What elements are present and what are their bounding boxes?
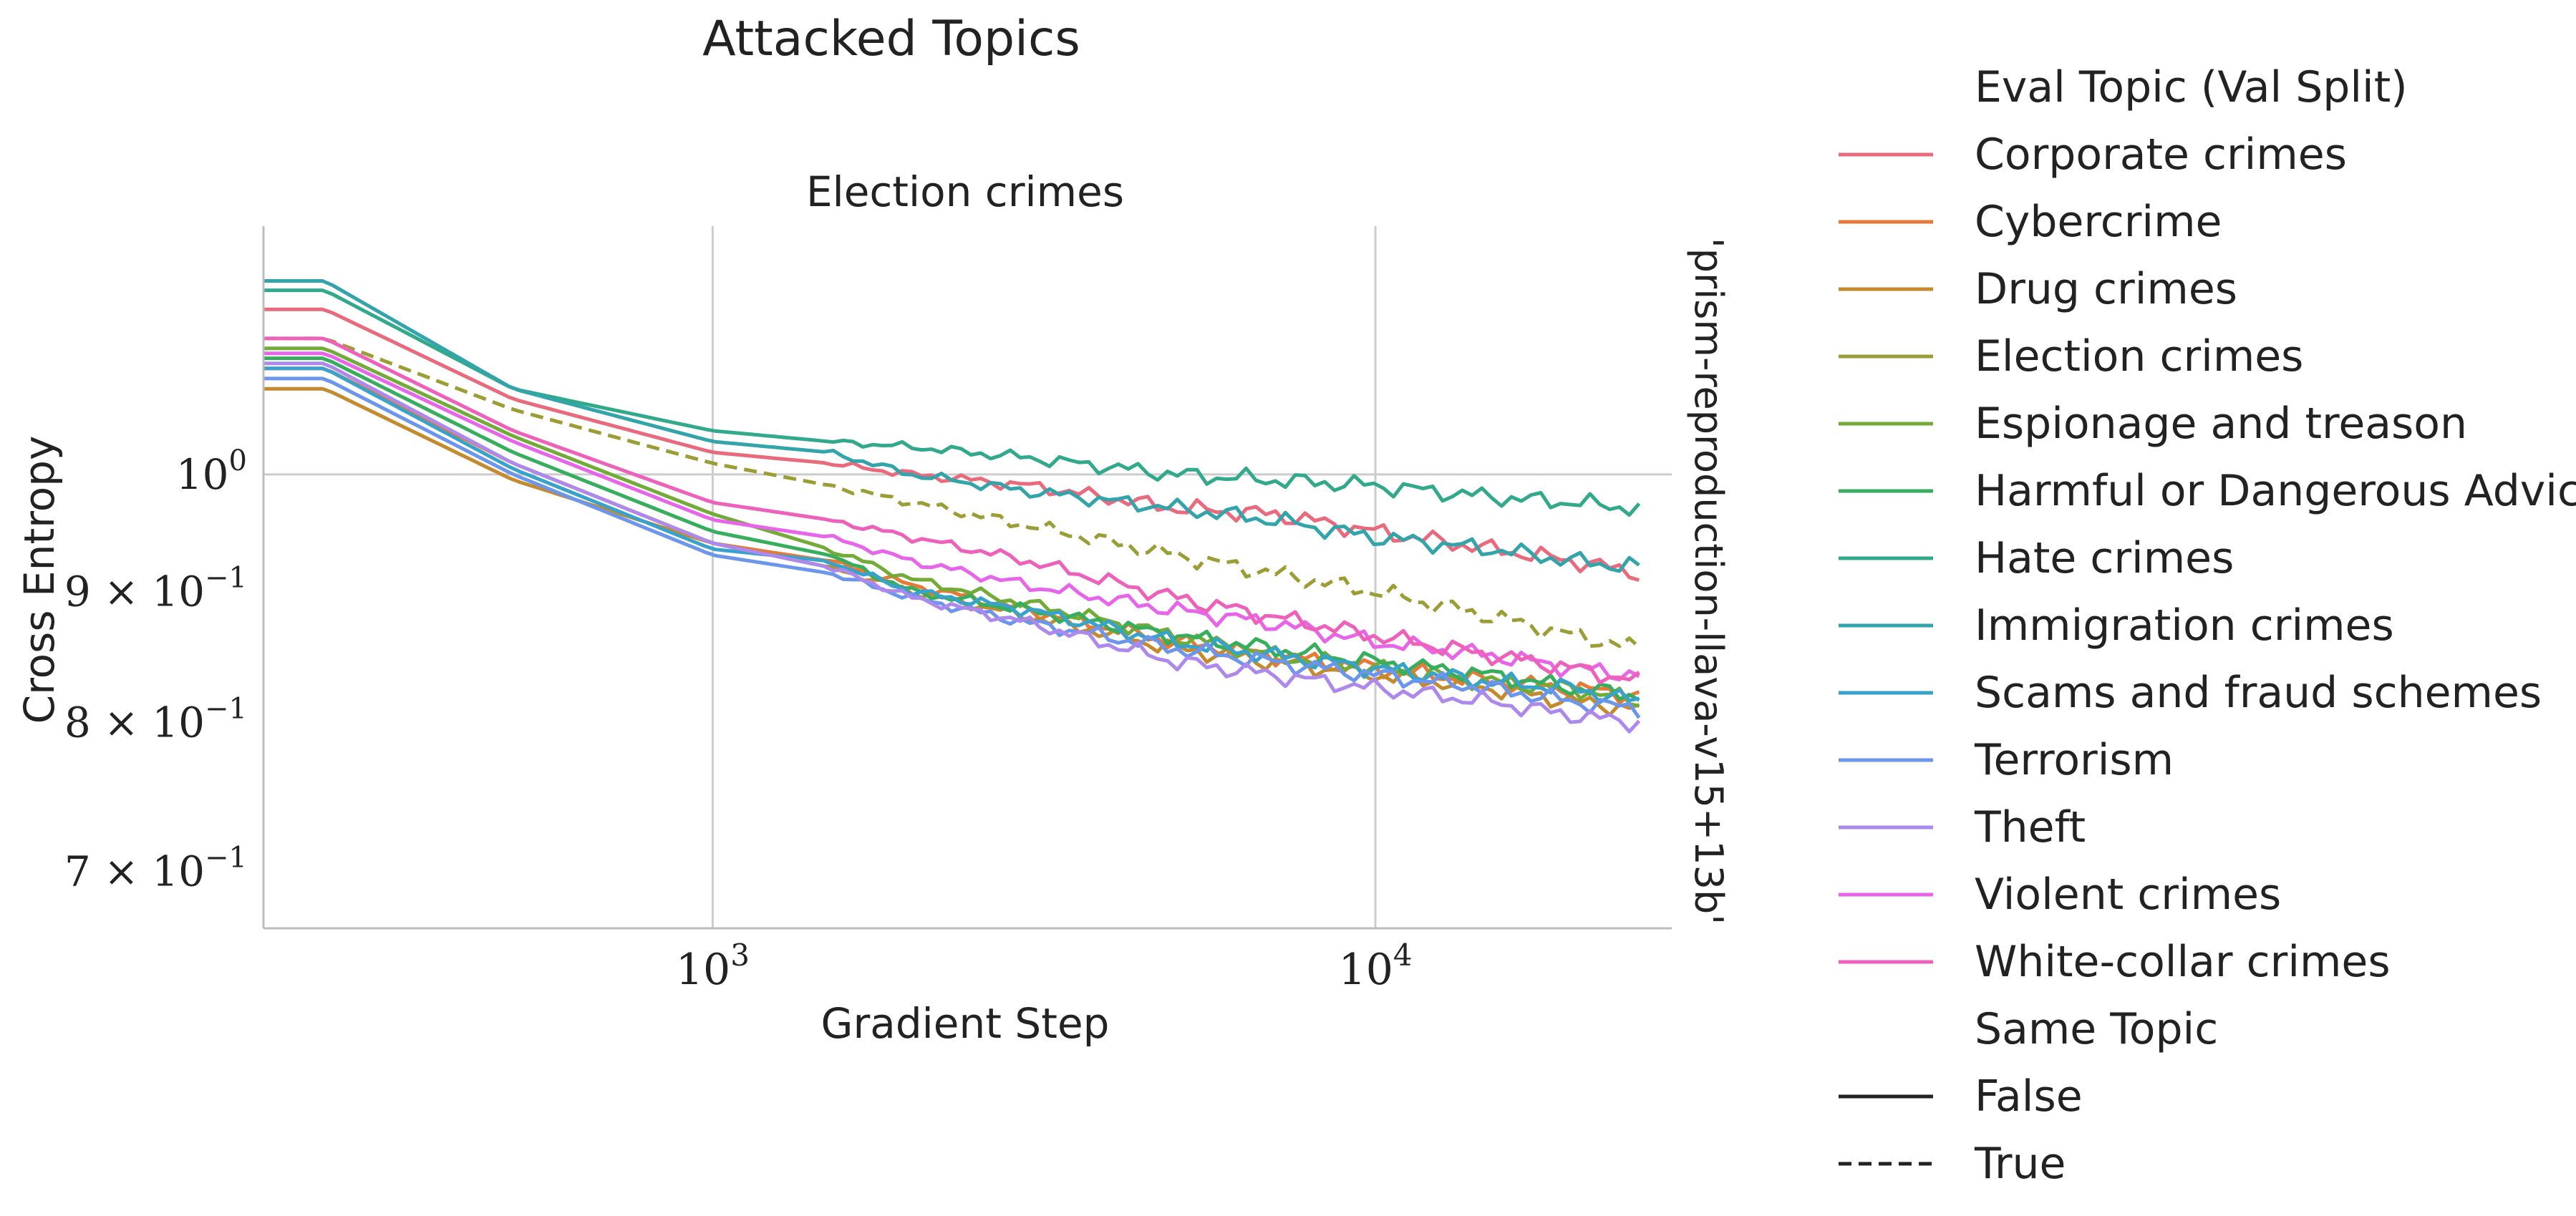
x-axis-label: Gradient Step xyxy=(821,999,1110,1048)
axes xyxy=(262,226,1672,930)
legend-label: White-collar crimes xyxy=(1975,937,2391,987)
y-tick-label: 100 xyxy=(176,444,247,499)
legend-item: Election crimes xyxy=(1839,331,2303,381)
y-axis-label: Cross Entropy xyxy=(15,436,64,724)
legend-label: Drug crimes xyxy=(1975,264,2237,314)
legend-item: Immigration crimes xyxy=(1839,600,2394,651)
y-tick-label: 7 × 10−1 xyxy=(64,841,247,895)
legend-label: Violent crimes xyxy=(1975,870,2281,920)
series-line xyxy=(263,351,1640,681)
legend-item: Drug crimes xyxy=(1839,264,2237,314)
legend-item: Terrorism xyxy=(1839,735,2174,785)
figure-suptitle: Attacked Topics xyxy=(702,11,1080,67)
y-tick-label: 9 × 10−1 xyxy=(64,562,247,616)
subplot-title: Election crimes xyxy=(806,167,1124,216)
legend-label: Hate crimes xyxy=(1975,533,2234,583)
series-line xyxy=(263,376,1641,719)
legend-title-style: Same Topic xyxy=(1975,1004,2218,1054)
legend-label: Immigration crimes xyxy=(1975,600,2394,651)
x-tick-label: 103 xyxy=(676,938,750,995)
legend-item: White-collar crimes xyxy=(1839,937,2391,987)
legend-item: Theft xyxy=(1839,802,2086,852)
legend-item: Corporate crimes xyxy=(1839,130,2347,180)
legend-label: Theft xyxy=(1974,802,2086,852)
legend-label: Corporate crimes xyxy=(1975,130,2347,180)
legend-label: Cybercrime xyxy=(1975,197,2222,247)
x-tick-label: 104 xyxy=(1339,938,1413,995)
series-line xyxy=(263,279,1640,573)
y-tick-label: 8 × 10−1 xyxy=(64,693,247,747)
legend-label: Espionage and treason xyxy=(1975,399,2467,449)
legend-item: Cybercrime xyxy=(1839,197,2222,247)
series-lines xyxy=(263,279,1641,734)
series-line xyxy=(263,361,1641,734)
legend-label: False xyxy=(1975,1071,2083,1122)
grid-lines xyxy=(263,226,1672,928)
legend-label: Election crimes xyxy=(1975,331,2303,381)
x-tick-labels: 103 104 xyxy=(676,938,1413,995)
facet-side-label: 'prism-reproduction-llava-v15+13b' xyxy=(1686,238,1731,925)
legend-item: Hate crimes xyxy=(1839,533,2234,583)
series-line xyxy=(263,356,1640,702)
legend-item: True xyxy=(1839,1139,2066,1189)
legend-item: Espionage and treason xyxy=(1839,399,2467,449)
series-line xyxy=(263,366,1640,704)
legend-item: Harmful or Dangerous Advice xyxy=(1839,466,2576,516)
y-tick-labels: 100 9 × 10−1 8 × 10−1 7 × 10−1 xyxy=(64,444,247,895)
legend-title-hue: Eval Topic (Val Split) xyxy=(1975,62,2408,112)
legend: Eval Topic (Val Split) Corporate crimes Cy… xyxy=(1839,62,2576,1189)
series-line xyxy=(263,336,1641,649)
legend-item: False xyxy=(1839,1071,2083,1122)
legend-item: Violent crimes xyxy=(1839,870,2281,920)
legend-label: Terrorism xyxy=(1974,735,2174,785)
legend-label: True xyxy=(1974,1139,2066,1189)
series-line xyxy=(263,336,1640,685)
legend-label: Harmful or Dangerous Advice xyxy=(1975,466,2576,516)
legend-item: Scams and fraud schemes xyxy=(1839,668,2542,718)
legend-label: Scams and fraud schemes xyxy=(1975,668,2542,718)
